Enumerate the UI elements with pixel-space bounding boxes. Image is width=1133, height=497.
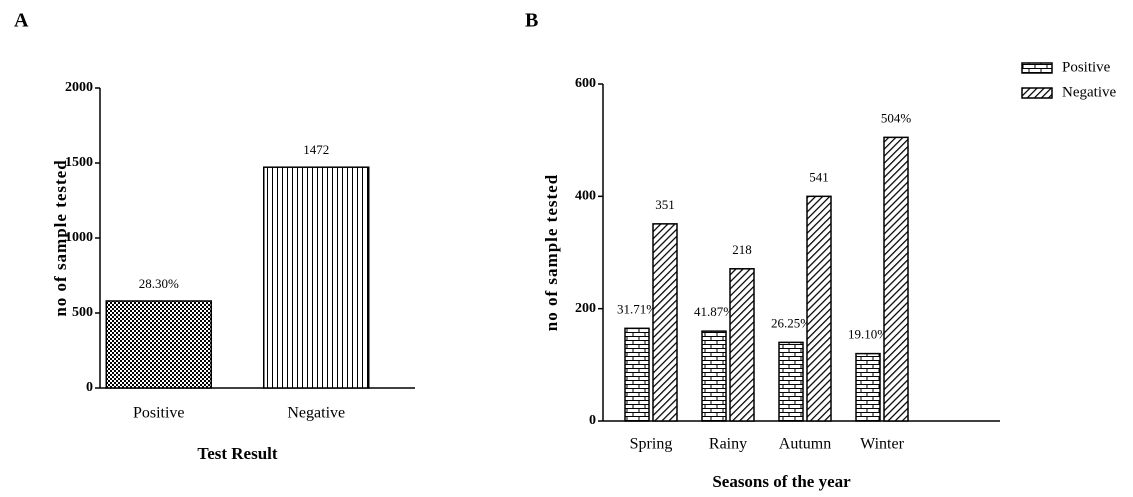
y-axis-title: no of sample tested [542,174,561,331]
data-label: 26.25% [771,315,811,330]
y-axis-title: no of sample tested [51,159,70,316]
legend-label: Negative [1062,84,1116,100]
x-tick-label: Winter [860,436,904,453]
bar [701,330,727,422]
y-tick-label: 2000 [65,80,93,95]
y-tick-label: 0 [589,413,596,428]
y-tick-label: 500 [72,305,93,320]
x-axis-title: Seasons of the year [712,472,851,491]
x-axis-title: Test Result [197,444,277,463]
y-tick-label: 1000 [65,230,93,245]
data-label: 31.71% [617,301,657,316]
x-tick-label: Spring [630,436,673,453]
data-label: 218 [732,242,752,257]
bar [778,341,804,422]
panel-label: A [14,10,29,32]
data-label: 41.87% [694,304,734,319]
legend-swatch [1021,87,1053,99]
panel-label: B [525,10,538,32]
data-label: 19.10% [848,327,888,342]
x-tick-label: Negative [287,405,345,422]
y-tick-label: 0 [86,380,93,395]
bar [729,268,755,422]
data-label: 28.30% [139,276,179,291]
x-tick-label: Positive [133,405,185,422]
bar [855,352,881,422]
bar [652,223,678,422]
x-tick-label: Autumn [779,436,831,453]
bar [883,136,909,422]
data-label: 504% [881,110,912,125]
data-label: 351 [655,197,675,212]
legend-label: Positive [1062,59,1111,75]
data-label: 541 [809,169,829,184]
bar [806,195,832,422]
bar [263,166,370,389]
data-label: 1472 [303,142,329,157]
y-tick-label: 1500 [65,155,93,170]
x-tick-label: Rainy [709,436,747,453]
bar [624,327,650,422]
y-tick-label: 200 [575,301,596,316]
y-tick-label: 400 [575,189,596,204]
legend-swatch [1021,62,1053,74]
y-tick-label: 600 [575,76,596,91]
bar [105,300,212,389]
